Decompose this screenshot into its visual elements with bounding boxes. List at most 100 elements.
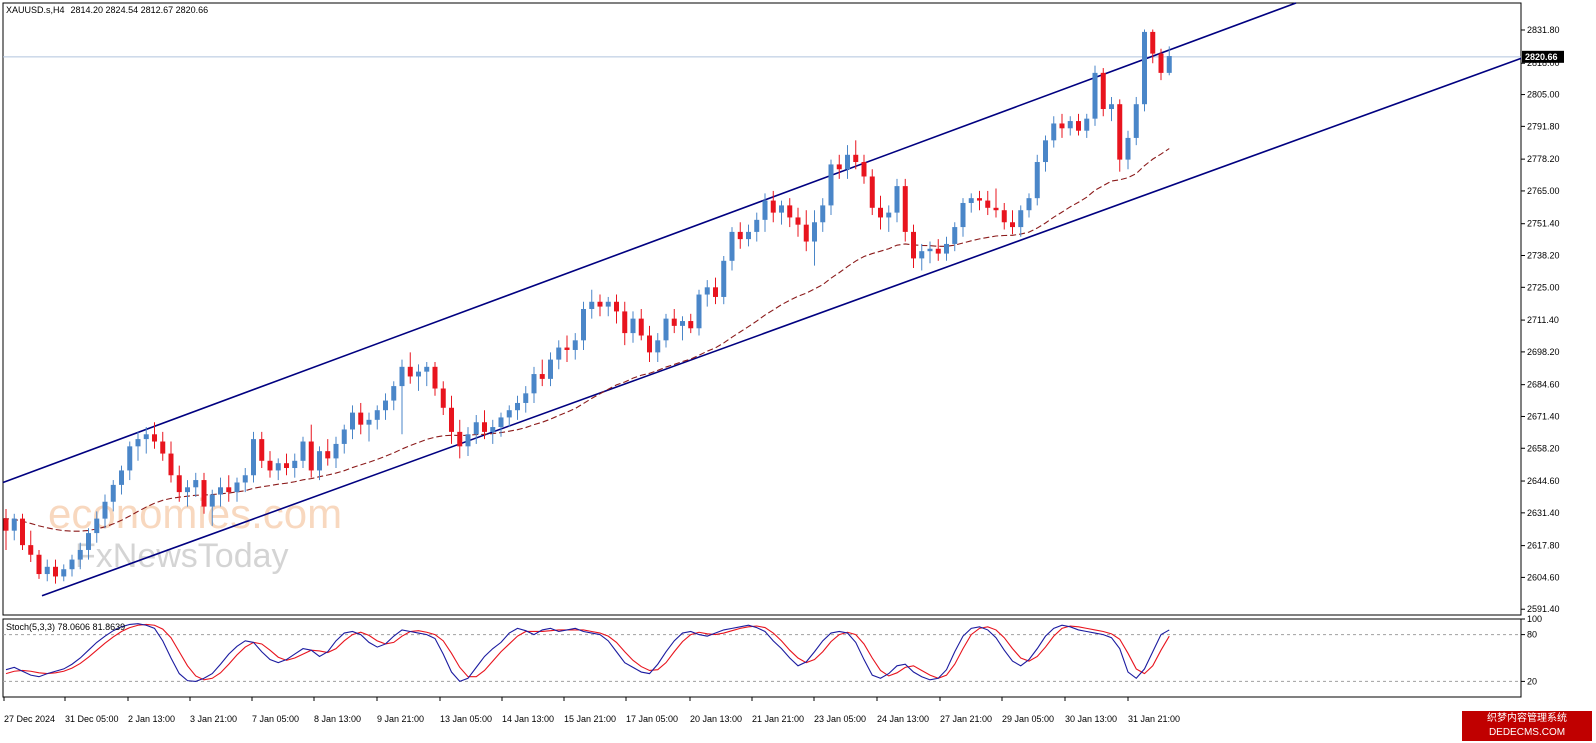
candle[interactable] (374, 405, 380, 430)
channel-upper-line[interactable] (2, 2, 1297, 484)
candle[interactable] (317, 446, 322, 481)
candle[interactable] (449, 395, 454, 444)
candle[interactable] (119, 465, 124, 495)
candle[interactable] (160, 431, 166, 461)
candle[interactable] (490, 419, 496, 444)
candle[interactable] (605, 296, 611, 317)
candle[interactable] (597, 294, 603, 317)
candle[interactable] (275, 458, 281, 481)
candle[interactable] (218, 477, 223, 507)
candle[interactable] (820, 198, 826, 232)
candle[interactable] (1150, 29, 1156, 64)
price-axis[interactable]: 2831.80 2818.00 2805.00 2791.80 2778.20 2765.… (1521, 25, 1564, 686)
candle[interactable] (259, 431, 265, 469)
main-pane[interactable] (2, 2, 1522, 616)
candle[interactable] (638, 309, 644, 341)
candle[interactable] (1026, 193, 1032, 218)
candle[interactable] (143, 427, 149, 454)
candle[interactable] (531, 366, 537, 403)
candle[interactable] (1059, 113, 1065, 138)
candle[interactable] (845, 145, 850, 179)
candle[interactable] (704, 280, 710, 307)
candle[interactable] (391, 381, 397, 411)
candle[interactable] (341, 424, 347, 454)
candle[interactable] (680, 316, 685, 341)
candle[interactable] (589, 289, 595, 319)
candle[interactable] (614, 294, 619, 324)
candle[interactable] (572, 333, 578, 360)
candle[interactable] (795, 207, 801, 237)
candle[interactable] (548, 352, 553, 387)
candle[interactable] (440, 381, 446, 416)
candle[interactable] (168, 441, 174, 483)
candle[interactable] (1158, 48, 1164, 81)
candle[interactable] (36, 549, 42, 579)
candle[interactable] (3, 508, 9, 550)
candle[interactable] (729, 227, 735, 271)
candle[interactable] (201, 472, 207, 514)
candle[interactable] (754, 212, 760, 242)
candle[interactable] (803, 210, 809, 252)
candle[interactable] (630, 311, 636, 343)
candle[interactable] (333, 436, 339, 469)
candle[interactable] (366, 412, 372, 442)
candle[interactable] (383, 393, 388, 420)
candle[interactable] (721, 255, 727, 305)
candle[interactable] (696, 289, 702, 336)
candle[interactable] (457, 419, 463, 459)
candle[interactable] (176, 465, 182, 502)
candle[interactable] (1001, 202, 1007, 230)
candle[interactable] (1043, 135, 1048, 172)
candle[interactable] (399, 359, 405, 435)
candle[interactable] (1100, 68, 1106, 117)
candle[interactable] (473, 415, 479, 444)
candle[interactable] (127, 441, 133, 481)
candle[interactable] (1117, 99, 1123, 172)
candle[interactable] (1018, 205, 1024, 237)
candle[interactable] (911, 224, 916, 269)
candle[interactable] (267, 451, 273, 478)
candle[interactable] (185, 480, 190, 507)
candle[interactable] (135, 431, 141, 461)
candle[interactable] (416, 364, 421, 391)
candle[interactable] (94, 511, 100, 543)
stochastic-pane[interactable] (2, 618, 1522, 698)
candle[interactable] (1133, 96, 1139, 146)
candle[interactable] (498, 412, 504, 437)
candle[interactable] (28, 530, 34, 562)
candle[interactable] (152, 422, 157, 449)
candle[interactable] (886, 205, 892, 232)
candle[interactable] (1125, 130, 1131, 170)
candle[interactable] (985, 190, 991, 216)
candle[interactable] (812, 210, 817, 266)
candle[interactable] (325, 439, 331, 466)
candle[interactable] (663, 313, 669, 348)
candle[interactable] (853, 140, 859, 170)
candle[interactable] (1076, 113, 1081, 136)
candle[interactable] (779, 200, 784, 225)
candle[interactable] (935, 239, 941, 261)
candle[interactable] (713, 277, 718, 305)
candle[interactable] (102, 494, 108, 529)
candle[interactable] (61, 564, 67, 582)
channel-lower-line[interactable] (41, 57, 1522, 597)
candle[interactable] (515, 395, 520, 420)
candle[interactable] (1109, 96, 1114, 122)
candle[interactable] (300, 436, 306, 469)
candle[interactable] (737, 222, 743, 249)
candle[interactable] (226, 475, 232, 502)
candle[interactable] (209, 489, 215, 526)
candle[interactable] (308, 424, 314, 478)
candle[interactable] (894, 178, 900, 223)
candle[interactable] (622, 301, 628, 346)
candle[interactable] (358, 402, 364, 435)
candle[interactable] (556, 340, 562, 370)
candle[interactable] (688, 313, 694, 334)
candle[interactable] (424, 362, 430, 387)
candle[interactable] (1067, 116, 1073, 136)
candle[interactable] (787, 198, 793, 228)
candle[interactable] (902, 178, 908, 242)
candle[interactable] (77, 542, 83, 570)
candle[interactable] (770, 190, 776, 223)
